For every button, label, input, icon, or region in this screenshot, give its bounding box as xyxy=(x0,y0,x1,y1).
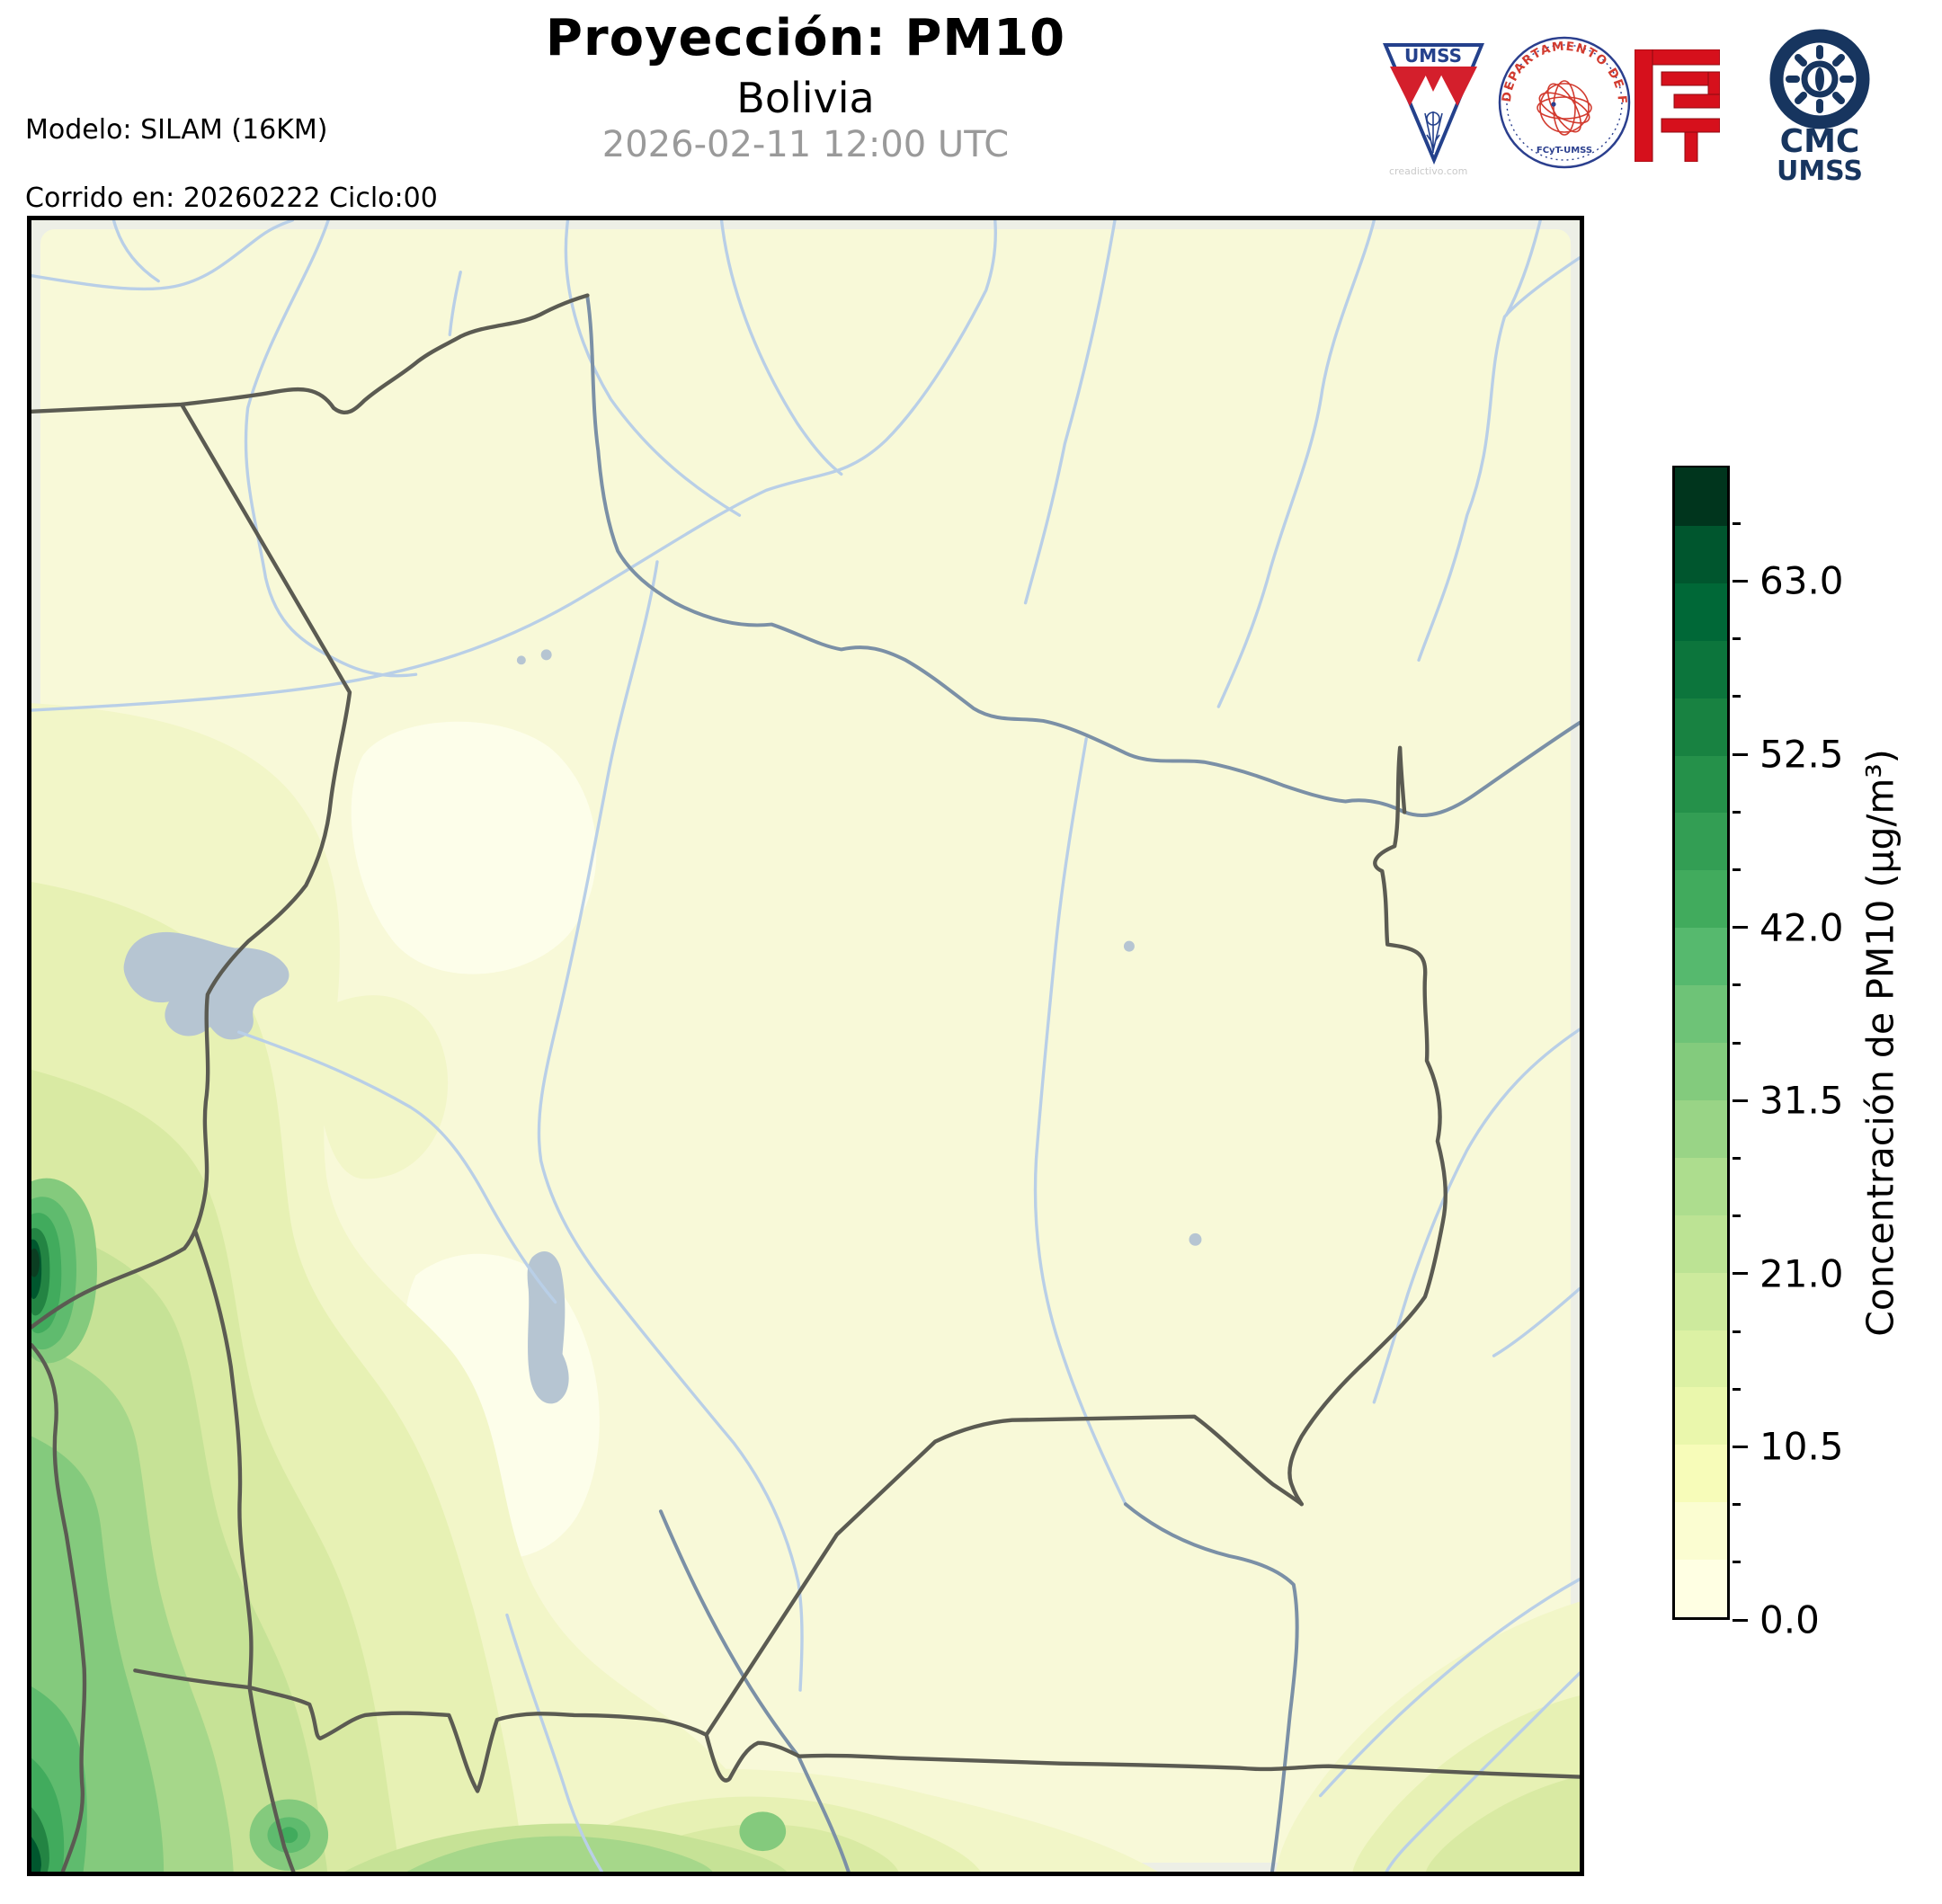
colorbar-minor-tick xyxy=(1733,1041,1741,1045)
cmc-gear-center xyxy=(1801,60,1839,98)
seal-outer-ring xyxy=(1498,36,1631,169)
boundary-rivers xyxy=(585,295,1580,1872)
rivers xyxy=(31,220,1580,1872)
colorbar-major-tick xyxy=(1733,752,1748,756)
colorbar-minor-tick xyxy=(1733,1503,1741,1507)
pennant-watermark: creadictivo.com xyxy=(1389,165,1468,177)
colorbar-segment xyxy=(1675,1444,1727,1503)
cmc-text-line2: UMSS xyxy=(1777,156,1863,183)
cmc-text-line1: CMC xyxy=(1780,123,1860,160)
fcyt-bars xyxy=(1635,49,1720,162)
colorbar-major-tick xyxy=(1733,1618,1748,1622)
colorbar-segment xyxy=(1675,525,1727,583)
cmc-umss-logo-icon: CMC UMSS xyxy=(1769,29,1870,183)
colorbar xyxy=(1672,466,1730,1620)
page-title: Proyección: PM10 xyxy=(545,9,1066,67)
colorbar-segment xyxy=(1675,1501,1727,1561)
border-chile xyxy=(31,1343,87,1872)
umss-pennant-logo-icon: UMSS xyxy=(1382,43,1484,165)
colorbar-minor-tick xyxy=(1733,810,1741,814)
colorbar-minor-tick xyxy=(1733,983,1741,987)
colorbar-major-tick xyxy=(1733,926,1748,930)
pennant-emblem-lines xyxy=(1424,111,1443,153)
colorbar-major-tick xyxy=(1733,1272,1748,1276)
pennant-text: UMSS xyxy=(1404,45,1462,67)
colorbar-minor-tick xyxy=(1733,867,1741,871)
country-borders xyxy=(31,293,1580,1872)
colorbar-minor-tick xyxy=(1733,1387,1741,1391)
river-paraguay xyxy=(1123,1502,1299,1872)
small-lake xyxy=(1189,1232,1202,1246)
colorbar-major-tick xyxy=(1733,1099,1748,1102)
colorbar-segment xyxy=(1675,1099,1727,1158)
colorbar-minor-tick xyxy=(1733,1214,1741,1218)
colorbar-segment xyxy=(1675,869,1727,929)
border-inner-department xyxy=(192,1228,296,1872)
colorbar-segment xyxy=(1675,583,1727,641)
colorbar-minor-tick xyxy=(1733,1561,1741,1564)
bolivia-pm10-map xyxy=(31,220,1580,1872)
model-run-cycle: Corrido en: 20260222 Ciclo:00 xyxy=(25,182,438,214)
colorbar-segment xyxy=(1675,1214,1727,1273)
departamento-fisica-seal-icon: DEPARTAMENTO DE FÍSICA FCyT-UMSS xyxy=(1489,25,1631,169)
colorbar-tick-label: 21.0 xyxy=(1759,1251,1844,1296)
colorbar-segment xyxy=(1675,467,1727,526)
pennant-red-left xyxy=(1390,67,1430,106)
map-canvas xyxy=(27,216,1584,1876)
seal-dotted-ring xyxy=(1506,44,1623,161)
colorbar-tick-label: 0.0 xyxy=(1759,1597,1820,1642)
seal-sphere-dot xyxy=(1551,102,1556,107)
lake-titicaca xyxy=(123,931,290,1040)
colorbar-segment xyxy=(1675,1271,1727,1330)
river-pilcomayo xyxy=(658,1509,851,1872)
border-peru-west xyxy=(31,402,352,1330)
river-itenez-brazil-border xyxy=(585,295,1580,817)
cmc-gear-spokes xyxy=(1786,45,1854,113)
colorbar-major-tick xyxy=(1733,1445,1748,1448)
colorbar-segment xyxy=(1675,697,1727,756)
colorbar-major-tick xyxy=(1733,579,1748,583)
cmc-gear-lens xyxy=(1815,67,1824,91)
colorbar-minor-tick xyxy=(1733,1330,1741,1333)
colorbar-tick-label: 31.5 xyxy=(1759,1078,1844,1123)
colorbar-segment xyxy=(1675,927,1727,986)
small-lake xyxy=(1123,940,1135,952)
colorbar-minor-tick xyxy=(1733,521,1741,525)
colorbar-segment xyxy=(1675,812,1727,871)
colorbar-segment xyxy=(1675,984,1727,1043)
colorbar-minor-tick xyxy=(1733,637,1741,641)
pennant-red-right xyxy=(1437,67,1477,106)
forecast-datetime: 2026-02-11 12:00 UTC xyxy=(601,124,1010,165)
colorbar-minor-tick xyxy=(1733,1156,1741,1160)
lakes xyxy=(123,649,1202,1404)
small-lake xyxy=(516,655,526,665)
colorbar-segment xyxy=(1675,1386,1727,1446)
seal-sphere xyxy=(1537,80,1592,136)
model-info-block: Modelo: SILAM (16KM) Corrido en: 2026022… xyxy=(25,79,438,250)
colorbar-segment xyxy=(1675,1157,1727,1215)
border-east-brazil xyxy=(1287,745,1448,1507)
colorbar-axis-label-wrap: Concentración de PM10 (µg/m³) xyxy=(1845,466,1917,1620)
pennant-red-center xyxy=(1421,67,1446,92)
colorbar-axis-label: Concentración de PM10 (µg/m³) xyxy=(1859,749,1903,1337)
model-name: Modelo: SILAM (16KM) xyxy=(25,114,328,146)
lake-poopo xyxy=(527,1251,569,1404)
colorbar-tick-label: 63.0 xyxy=(1759,558,1844,603)
seal-sub-text: FCyT-UMSS xyxy=(1537,146,1592,156)
fcyt-red-mark-icon xyxy=(1635,49,1720,162)
border-south-argentina xyxy=(133,1668,1580,1793)
small-lake xyxy=(540,649,552,661)
colorbar-segment xyxy=(1675,1559,1727,1617)
colorbar-segment xyxy=(1675,754,1727,814)
colorbar-tick-label: 10.5 xyxy=(1759,1424,1844,1469)
colorbar-minor-tick xyxy=(1733,695,1741,698)
colorbar-segment xyxy=(1675,1329,1727,1388)
colorbar-segment xyxy=(1675,640,1727,698)
colorbar-tick-label: 52.5 xyxy=(1759,732,1844,777)
border-paraguay-chaco xyxy=(704,1414,1304,1738)
colorbar-tick-label: 42.0 xyxy=(1759,905,1844,950)
colorbar-segment xyxy=(1675,1042,1727,1100)
map-subtitle-region: Bolivia xyxy=(736,74,875,122)
